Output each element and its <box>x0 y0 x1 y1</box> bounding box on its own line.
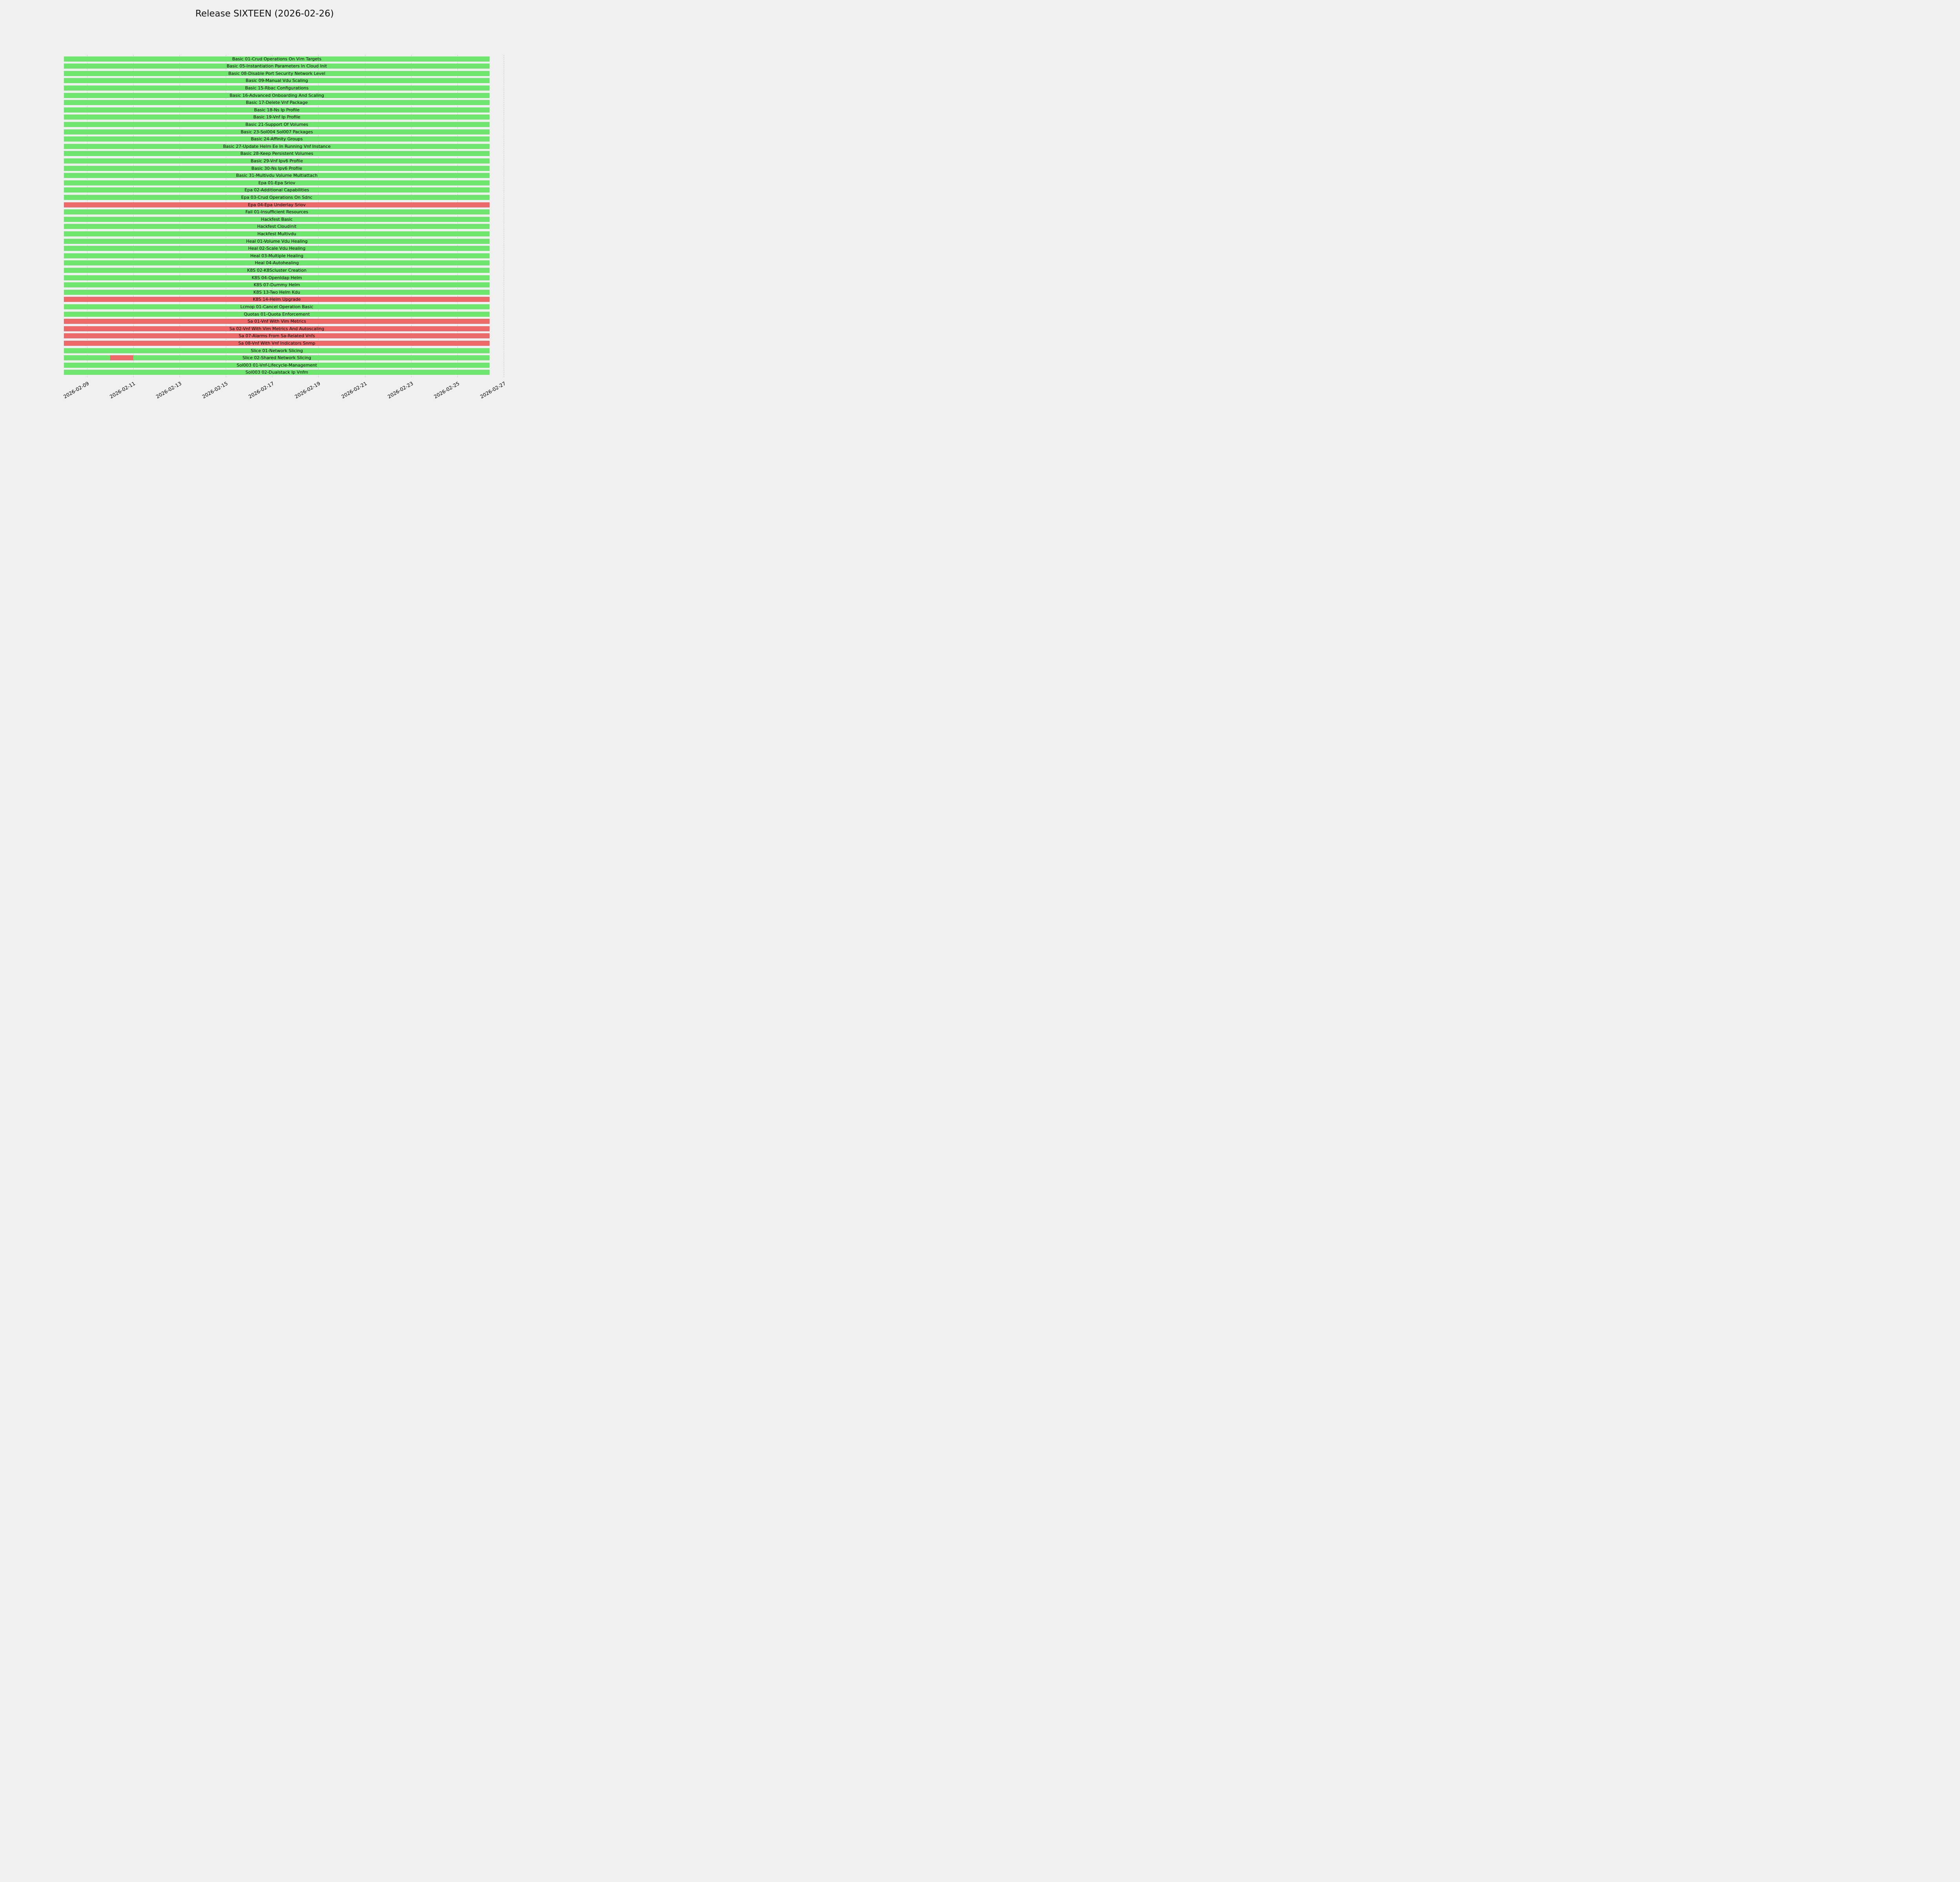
gantt-bar <box>64 340 490 346</box>
chart-title: Release SIXTEEN (2026-02-26) <box>195 9 334 19</box>
gantt-bar <box>64 333 490 339</box>
gantt-bar <box>64 348 490 353</box>
gantt-bar <box>64 144 490 149</box>
gantt-bar <box>64 151 490 156</box>
gantt-bar <box>64 231 490 236</box>
gantt-bar <box>64 370 490 375</box>
gantt-bar <box>64 238 490 244</box>
gantt-bar <box>64 71 490 76</box>
gantt-bar <box>64 114 490 120</box>
gantt-bar <box>64 260 490 266</box>
gantt-bar <box>64 56 490 62</box>
gridline <box>318 55 319 377</box>
gantt-bar <box>64 100 490 105</box>
gantt-bar <box>64 355 111 361</box>
gantt-bar <box>64 253 490 258</box>
gridline <box>133 55 134 377</box>
gantt-bar <box>64 180 490 185</box>
gantt-bar <box>64 173 490 178</box>
gridline <box>411 55 412 377</box>
gantt-bar <box>64 136 490 142</box>
gantt-bar <box>64 297 490 302</box>
gantt-bar <box>64 85 490 91</box>
gantt-bar <box>64 158 490 163</box>
gantt-chart-figure: Release SIXTEEN (2026-02-26) Basic 01-Cr… <box>0 0 529 470</box>
gantt-bar <box>64 289 490 295</box>
gantt-bar <box>64 216 490 222</box>
gantt-bar <box>110 355 134 361</box>
gantt-bar <box>64 78 490 84</box>
gantt-bar <box>64 194 490 200</box>
gantt-bar <box>64 129 490 134</box>
gridline <box>457 55 458 377</box>
gantt-bar <box>64 267 490 273</box>
gantt-bar <box>64 122 490 127</box>
gantt-bar <box>64 304 490 309</box>
gantt-bar <box>64 209 490 215</box>
gantt-bar <box>64 187 490 193</box>
gantt-bar <box>64 311 490 317</box>
gantt-bar <box>64 326 490 331</box>
gantt-bar <box>64 282 490 288</box>
plot-area: Basic 01-Crud Operations On Vim Targets B… <box>0 0 529 470</box>
gantt-bar <box>64 93 490 98</box>
gantt-bar <box>64 107 490 113</box>
gantt-bar <box>64 165 490 171</box>
gantt-bar <box>64 275 490 280</box>
gantt-bar <box>133 355 490 361</box>
gantt-bar <box>64 319 490 324</box>
gantt-bar <box>64 362 490 368</box>
gantt-bar <box>64 224 490 229</box>
gantt-bar <box>64 246 490 251</box>
gantt-bar <box>64 64 490 69</box>
gantt-bar <box>64 202 490 207</box>
